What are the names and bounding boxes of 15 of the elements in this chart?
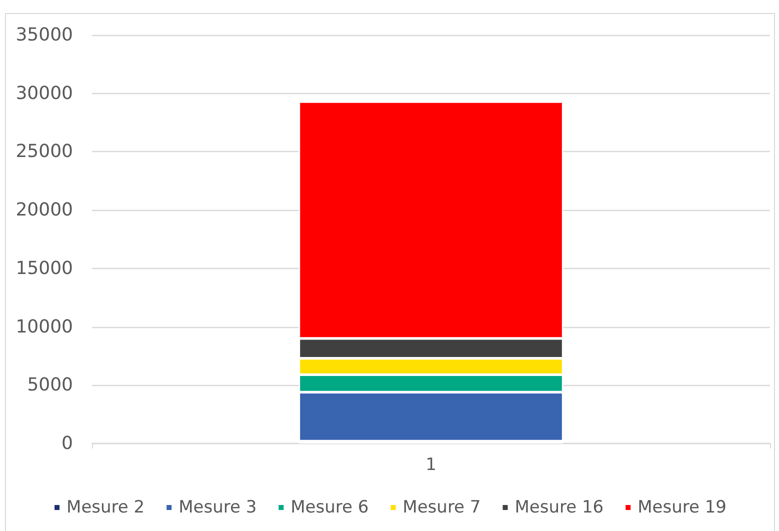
- y-tick-label: 20000: [16, 200, 73, 221]
- legend-label: Mesure 7: [402, 498, 481, 518]
- y-tick-label: 15000: [16, 258, 73, 279]
- legend-label: Mesure 3: [178, 498, 257, 518]
- x-tick-label: 1: [426, 455, 436, 475]
- y-tick-label: 35000: [16, 24, 73, 46]
- legend-label: Mesure 2: [66, 498, 145, 518]
- y-tick-label: 30000: [16, 82, 73, 104]
- legend-label: Mesure 19: [638, 498, 726, 518]
- legend-label: Mesure 16: [514, 498, 604, 518]
- y-tick-label: 5000: [27, 374, 73, 396]
- y-tick-label: 25000: [16, 141, 73, 162]
- legend-label: Mesure 6: [290, 498, 369, 518]
- y-tick-label: 10000: [16, 316, 73, 338]
- y-tick-label: 0: [62, 433, 73, 454]
